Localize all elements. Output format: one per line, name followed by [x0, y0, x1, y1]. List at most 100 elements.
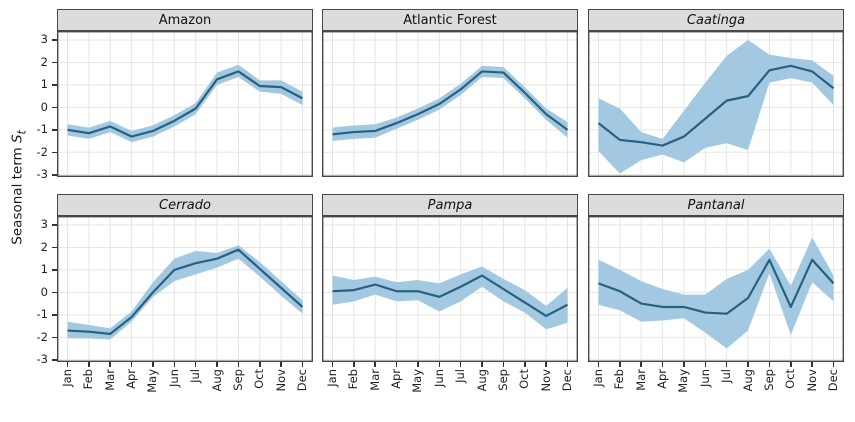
x-tick-mark: [259, 362, 261, 367]
facet-plot-pampa: [322, 216, 578, 362]
facet-strip: Amazon: [57, 9, 313, 31]
x-tick-label: Feb: [612, 369, 627, 390]
y-tick-mark: [52, 314, 57, 316]
facet-title: Pantanal: [687, 197, 745, 213]
facet-plot-cerrado: [57, 216, 313, 362]
x-tick-label: Sep: [761, 369, 776, 391]
x-tick-mark: [459, 362, 462, 367]
x-tick-label: Feb: [346, 369, 361, 390]
x-tick-mark: [597, 362, 600, 367]
y-tick-mark: [52, 61, 57, 64]
x-tick-label: Oct: [252, 369, 267, 389]
x-tick-mark: [545, 362, 547, 367]
x-tick-label: Mar: [633, 369, 648, 391]
gridlines: [57, 31, 313, 177]
x-tick-label: Apr: [124, 369, 139, 389]
facet-plot-caatinga: [588, 31, 844, 177]
x-tick-mark: [790, 362, 792, 367]
x-tick-mark: [524, 362, 526, 367]
x-tick-label: Jun: [431, 369, 446, 387]
x-tick-mark: [725, 362, 728, 367]
x-tick-mark: [683, 362, 685, 367]
y-tick-label: 2: [40, 54, 48, 69]
x-tick-label: Jan: [325, 369, 339, 387]
facet-strip: Pantanal: [588, 194, 844, 216]
facet-strip: Cerrado: [57, 194, 313, 216]
panel-border: [588, 216, 844, 362]
confidence-band: [598, 39, 834, 174]
x-tick-label: Apr: [389, 369, 404, 389]
facet-strip: Pampa: [322, 194, 578, 216]
gridlines: [322, 31, 578, 177]
y-tick-label: -3: [36, 352, 48, 367]
x-tick-mark: [832, 362, 835, 367]
x-tick-label: Dec: [560, 369, 574, 392]
confidence-band: [332, 65, 568, 142]
y-tick-mark: [52, 39, 57, 41]
facet-strip: Caatinga: [588, 9, 844, 31]
x-tick-label: Jul: [719, 369, 734, 383]
confidence-band: [67, 245, 303, 340]
x-tick-mark: [280, 362, 282, 367]
seasonal-line: [332, 274, 569, 318]
x-tick-mark: [768, 362, 771, 367]
x-tick-mark: [130, 362, 133, 367]
y-tick-label: 2: [40, 239, 48, 254]
y-tick-label: 1: [40, 77, 48, 92]
x-tick-label: Sep: [230, 369, 245, 391]
facet-title: Caatinga: [686, 12, 746, 28]
seasonal-line: [67, 70, 304, 138]
x-tick-label: Apr: [655, 369, 670, 389]
y-tick-label: 3: [40, 217, 48, 232]
y-tick-mark: [52, 336, 57, 339]
x-tick-mark: [88, 362, 90, 367]
x-tick-mark: [566, 362, 569, 367]
panel-background: [57, 31, 313, 177]
y-tick-mark: [52, 129, 57, 131]
x-tick-mark: [66, 362, 69, 367]
x-tick-label: Jul: [188, 369, 203, 383]
x-tick-label: May: [145, 369, 160, 393]
x-tick-mark: [661, 362, 664, 367]
x-tick-label: Aug: [209, 369, 224, 392]
x-tick-label: Nov: [273, 369, 288, 392]
y-tick-label: -3: [36, 167, 48, 182]
y-tick-mark: [52, 224, 57, 226]
seasonal-line: [597, 64, 835, 147]
y-tick-label: -2: [36, 329, 48, 344]
x-tick-label: Jan: [60, 369, 74, 387]
panel-border: [322, 31, 578, 177]
facet-plot-amazon: [57, 31, 313, 177]
x-tick-mark: [194, 362, 197, 367]
x-tick-label: May: [410, 369, 425, 393]
seasonal-line: [332, 70, 569, 136]
y-tick-label: 0: [40, 99, 48, 114]
x-tick-mark: [811, 362, 813, 367]
seasonal-line: [67, 248, 304, 336]
seasonal-line: [598, 258, 835, 315]
x-tick-label: Dec: [826, 369, 840, 392]
x-tick-mark: [109, 362, 111, 367]
x-tick-mark: [417, 362, 419, 367]
y-tick-label: 3: [40, 32, 48, 47]
panel-border: [322, 216, 578, 362]
x-tick-mark: [502, 362, 505, 367]
facet-plot-pantanal: [588, 216, 844, 362]
panel-border: [57, 216, 313, 362]
x-tick-mark: [481, 362, 483, 367]
x-tick-mark: [237, 362, 240, 367]
panel-border: [588, 31, 844, 177]
facet-title: Amazon: [158, 12, 212, 28]
y-tick-label: -1: [36, 307, 48, 322]
x-tick-mark: [395, 362, 398, 367]
facet-title: Cerrado: [159, 197, 211, 213]
panel-border: [57, 31, 313, 177]
x-tick-mark: [374, 362, 376, 367]
facet-title: Atlantic Forest: [403, 12, 497, 28]
x-tick-mark: [331, 362, 334, 367]
x-tick-mark: [704, 362, 707, 367]
x-tick-mark: [640, 362, 642, 367]
x-tick-mark: [152, 362, 154, 367]
x-tick-mark: [438, 362, 441, 367]
